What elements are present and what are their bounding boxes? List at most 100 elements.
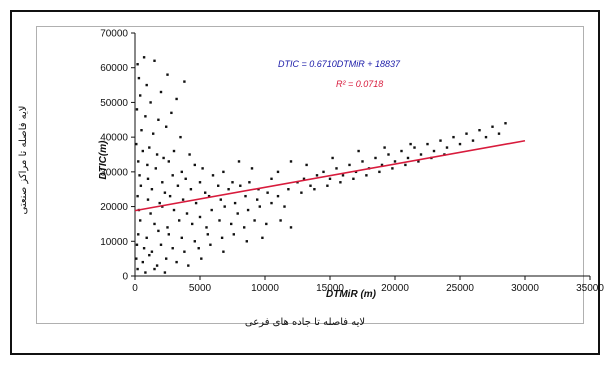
data-point bbox=[171, 247, 174, 250]
data-point bbox=[383, 146, 386, 149]
data-point bbox=[172, 208, 176, 212]
data-point bbox=[266, 191, 269, 194]
data-point bbox=[158, 201, 161, 205]
x-tick-label: 5000 bbox=[189, 283, 212, 294]
data-point bbox=[153, 267, 156, 271]
data-point bbox=[313, 188, 316, 191]
data-point bbox=[172, 149, 176, 153]
data-point bbox=[237, 160, 241, 163]
data-point bbox=[200, 257, 203, 260]
data-point bbox=[219, 198, 222, 201]
data-point bbox=[439, 139, 442, 142]
data-point bbox=[283, 205, 286, 208]
data-point bbox=[209, 243, 212, 246]
data-point bbox=[289, 160, 293, 163]
x-tick-label: 15000 bbox=[316, 283, 344, 294]
data-point bbox=[289, 226, 293, 229]
data-point bbox=[175, 97, 178, 101]
data-point bbox=[217, 184, 220, 187]
data-point bbox=[191, 222, 194, 226]
data-point bbox=[484, 135, 488, 139]
r-squared-label: R² = 0.0718 bbox=[336, 79, 383, 89]
data-point bbox=[256, 198, 259, 201]
data-point bbox=[171, 174, 174, 177]
data-point bbox=[168, 194, 172, 198]
data-point bbox=[207, 194, 211, 198]
data-point bbox=[248, 181, 251, 184]
data-point bbox=[146, 177, 150, 180]
data-point bbox=[181, 198, 185, 201]
x-axis-title-fa: لایه فاصله تا جاده های فرعی bbox=[245, 317, 365, 328]
data-point bbox=[404, 163, 407, 167]
data-point bbox=[180, 170, 183, 174]
data-point bbox=[270, 177, 273, 180]
data-point bbox=[258, 205, 261, 208]
data-point bbox=[135, 108, 139, 111]
data-point bbox=[189, 188, 193, 191]
data-point bbox=[198, 215, 202, 219]
data-point bbox=[374, 156, 377, 160]
data-point bbox=[231, 181, 234, 184]
data-point bbox=[149, 212, 152, 215]
data-point bbox=[148, 146, 151, 149]
data-point bbox=[163, 191, 167, 194]
data-point bbox=[150, 188, 154, 191]
data-point bbox=[165, 257, 168, 260]
data-point bbox=[198, 181, 202, 184]
y-tick-label: 60000 bbox=[100, 63, 128, 74]
data-point bbox=[361, 160, 364, 163]
data-point bbox=[357, 149, 360, 153]
data-point bbox=[166, 226, 169, 229]
data-point bbox=[302, 177, 306, 180]
data-point bbox=[220, 236, 224, 240]
data-point bbox=[159, 243, 163, 246]
data-point bbox=[136, 194, 139, 198]
data-point bbox=[140, 129, 143, 132]
data-point bbox=[239, 184, 242, 187]
data-point bbox=[400, 149, 403, 153]
data-point bbox=[223, 205, 226, 208]
data-point bbox=[144, 115, 147, 118]
data-point bbox=[148, 253, 151, 257]
data-point bbox=[139, 219, 142, 222]
x-tick-label: 35000 bbox=[576, 283, 604, 294]
data-point bbox=[145, 236, 148, 240]
x-tick-label: 20000 bbox=[381, 283, 409, 294]
data-point bbox=[419, 153, 423, 156]
data-point bbox=[205, 226, 208, 229]
data-point bbox=[287, 188, 290, 191]
x-tick-label: 25000 bbox=[446, 283, 474, 294]
data-point bbox=[279, 219, 282, 222]
data-point bbox=[142, 247, 146, 250]
data-point bbox=[413, 146, 416, 149]
data-point bbox=[250, 167, 254, 170]
data-point bbox=[149, 101, 152, 104]
data-point bbox=[162, 156, 165, 160]
data-point bbox=[426, 142, 429, 146]
trendline bbox=[134, 139, 526, 212]
data-point bbox=[146, 163, 149, 167]
data-point bbox=[197, 247, 200, 250]
data-point bbox=[138, 174, 141, 177]
data-point bbox=[180, 236, 183, 240]
data-point bbox=[210, 208, 213, 212]
data-point bbox=[378, 170, 381, 174]
data-point bbox=[157, 118, 160, 121]
data-point bbox=[193, 240, 196, 243]
y-tick-label: 70000 bbox=[100, 29, 128, 40]
y-tick-label: 30000 bbox=[100, 167, 128, 178]
data-point bbox=[142, 56, 146, 59]
data-point bbox=[276, 194, 280, 198]
data-point bbox=[139, 184, 143, 187]
data-point bbox=[136, 63, 139, 66]
data-point bbox=[137, 76, 141, 80]
y-tick-label: 0 bbox=[122, 272, 128, 283]
data-point bbox=[244, 194, 247, 198]
data-point bbox=[341, 174, 345, 177]
data-point bbox=[478, 129, 481, 132]
data-point bbox=[246, 208, 250, 212]
x-tick-label: 30000 bbox=[511, 283, 539, 294]
data-point bbox=[270, 201, 273, 205]
data-point bbox=[139, 94, 142, 97]
data-points bbox=[135, 56, 507, 274]
